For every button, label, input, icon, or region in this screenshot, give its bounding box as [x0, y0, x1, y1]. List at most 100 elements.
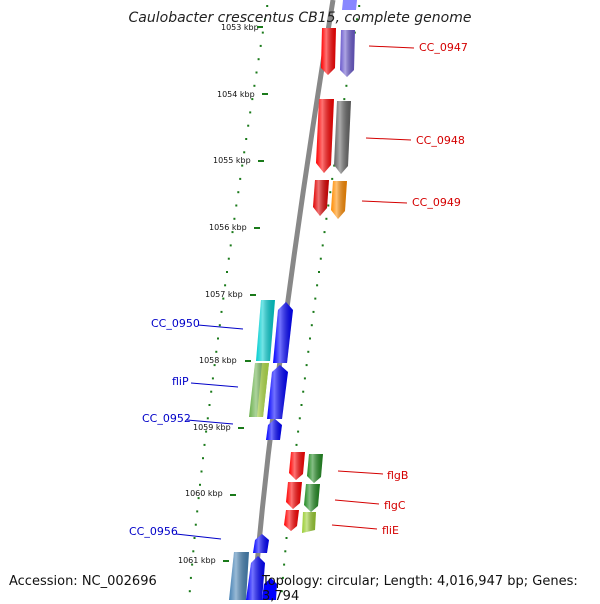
forward-gene-CC_0948[interactable]: [316, 99, 351, 174]
gene-label-fliE[interactable]: fliE: [382, 524, 399, 537]
tick-mark-inner: [222, 297, 225, 300]
tick-mark-inner: [241, 164, 244, 167]
tick-mark-inner: [245, 138, 248, 140]
tick-mark-outer: [327, 204, 330, 207]
tick-mark-inner: [261, 31, 264, 34]
tick-mark-inner: [193, 537, 196, 539]
tick-mark-inner: [266, 5, 269, 7]
tick-mark-outer: [283, 563, 286, 566]
tick-mark-inner: [213, 364, 216, 367]
tick-mark-inner: [206, 417, 209, 420]
tick-mark-inner: [194, 523, 197, 526]
gene-label-CC_0956[interactable]: CC_0956: [129, 525, 178, 538]
tick-mark-outer: [284, 550, 287, 553]
tick-mark-inner: [188, 590, 191, 593]
gene-label-CC_0952[interactable]: CC_0952: [142, 412, 191, 425]
ruler-label: 1061 kbp: [178, 556, 216, 565]
tick-mark-inner: [211, 377, 214, 380]
tick-mark-inner: [224, 284, 227, 287]
tick-mark-inner: [192, 550, 195, 553]
tick-mark-outer: [321, 244, 324, 247]
ruler-label: 1059 kbp: [193, 423, 231, 432]
forward-gene-flgB[interactable]: [289, 452, 323, 483]
tick-mark-outer: [280, 590, 283, 593]
tick-mark-outer: [285, 537, 288, 539]
tick-mark-outer: [295, 443, 298, 446]
tick-mark-inner: [208, 404, 211, 406]
tick-mark-outer: [319, 257, 322, 260]
tick-mark-outer: [309, 337, 311, 340]
tick-mark-inner: [231, 231, 234, 234]
tick-mark-outer: [298, 417, 301, 420]
ruler-label: 1058 kbp: [199, 356, 237, 365]
tick-mark-outer: [316, 284, 319, 287]
tick-mark-inner: [255, 71, 258, 74]
tick-mark-outer: [331, 177, 334, 180]
tick-mark-inner: [205, 430, 208, 433]
tick-mark-outer: [345, 84, 348, 87]
tick-mark-inner: [220, 310, 223, 313]
tick-mark-outer: [325, 217, 328, 220]
forward-gene-CC_0949[interactable]: [313, 180, 347, 219]
ruler-label: 1054 kbp: [217, 90, 255, 99]
tick-mark-inner: [202, 457, 204, 460]
tick-mark-outer: [323, 231, 326, 234]
tick-mark-outer: [312, 310, 315, 313]
tick-mark-outer: [333, 164, 336, 167]
tick-mark-inner: [237, 191, 240, 194]
tick-mark-inner: [247, 124, 250, 127]
gene-label-flgB[interactable]: flgB: [387, 469, 408, 482]
tick-mark-inner: [227, 257, 230, 260]
tick-mark-inner: [217, 337, 219, 340]
page-title: Caulobacter crescentus CB15, complete ge…: [128, 10, 472, 26]
tick-mark-inner: [249, 111, 252, 114]
tick-mark-inner: [253, 84, 256, 87]
reverse-gene-fliP[interactable]: [249, 363, 288, 419]
tick-mark-outer: [356, 18, 358, 21]
ruler-label: 1053 kbp: [221, 23, 259, 32]
tick-mark-inner: [199, 483, 201, 486]
tick-mark-outer: [329, 191, 332, 194]
tick-mark-outer: [310, 324, 313, 327]
ruler-label: 1056 kbp: [209, 223, 247, 232]
reverse-gene-CC_0950[interactable]: [256, 300, 293, 363]
tick-mark-outer: [318, 271, 320, 273]
tick-mark-inner: [233, 217, 236, 220]
tick-mark-inner: [189, 576, 192, 579]
ruler-label: 1060 kbp: [185, 489, 223, 498]
tick-mark-inner: [264, 18, 266, 21]
forward-gene-fliE[interactable]: [284, 510, 316, 533]
tick-mark-inner: [226, 271, 228, 273]
tick-mark-inner: [200, 470, 203, 473]
accession-text: Accession: NC_002696: [9, 574, 157, 589]
forward-gene-CC_0947[interactable]: [321, 0, 357, 77]
gene-label-fliP[interactable]: fliP: [172, 375, 189, 388]
tick-mark-outer: [281, 576, 284, 579]
tick-mark-inner: [239, 177, 242, 180]
gene-label-CC_0947[interactable]: CC_0947: [419, 41, 468, 54]
gene-label-flgC[interactable]: flgC: [384, 499, 406, 512]
tick-mark-outer: [303, 377, 306, 380]
tick-mark-inner: [197, 497, 200, 500]
gene-label-CC_0949[interactable]: CC_0949: [412, 196, 461, 209]
tick-mark-outer: [300, 404, 303, 406]
reverse-labels: CC_0950 fliP CC_0952 CC_0956: [129, 317, 244, 540]
tick-mark-inner: [257, 58, 260, 61]
tick-mark-outer: [302, 390, 305, 393]
reverse-gene-CC_0952[interactable]: [266, 419, 282, 440]
tick-mark-inner: [251, 98, 254, 101]
tick-mark-outer: [305, 364, 308, 367]
tick-mark-inner: [196, 510, 199, 513]
gene-label-CC_0950[interactable]: CC_0950: [151, 317, 200, 330]
tick-mark-inner: [229, 244, 232, 247]
tick-mark-inner: [218, 324, 221, 327]
gene-label-CC_0948[interactable]: CC_0948: [416, 134, 465, 147]
tick-mark-inner: [243, 151, 246, 154]
forward-gene-flgC[interactable]: [286, 482, 320, 512]
reverse-gene-CC_0956[interactable]: [229, 534, 277, 600]
tick-mark-outer: [358, 5, 361, 7]
tick-mark-inner: [235, 204, 238, 207]
forward-labels: CC_0947 CC_0948 CC_0949 flgB flgC fliE: [331, 41, 468, 537]
tick-mark-inner: [215, 350, 218, 353]
